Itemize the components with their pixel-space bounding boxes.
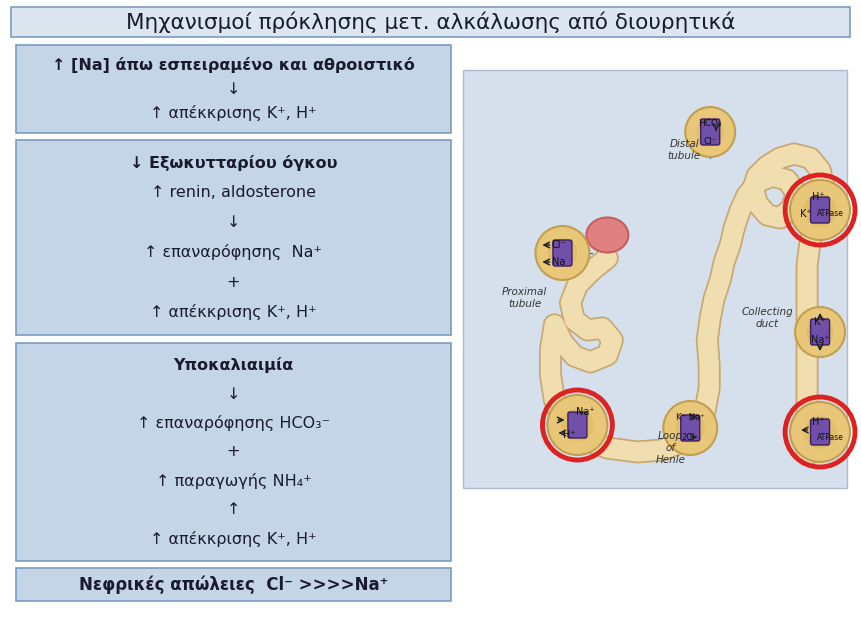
Text: ↑ απέκκρισης K⁺, H⁺: ↑ απέκκρισης K⁺, H⁺ — [150, 530, 317, 547]
Text: H⁺: H⁺ — [812, 192, 824, 202]
Text: +: + — [226, 444, 240, 460]
FancyBboxPatch shape — [701, 119, 720, 145]
Text: ATPase: ATPase — [816, 433, 844, 442]
Text: Υποκαλιαιμία: Υποκαλιαιμία — [173, 358, 294, 374]
Text: ↓: ↓ — [226, 387, 240, 402]
Text: ↑ απέκκρισης K⁺, H⁺: ↑ απέκκρισης K⁺, H⁺ — [150, 105, 317, 121]
Text: ↑ απέκκρισης K⁺, H⁺: ↑ απέκκρισης K⁺, H⁺ — [150, 304, 317, 320]
Ellipse shape — [586, 217, 629, 253]
Text: K⁺: K⁺ — [815, 317, 826, 327]
Circle shape — [548, 238, 577, 268]
FancyBboxPatch shape — [16, 343, 450, 561]
Circle shape — [548, 395, 607, 455]
Text: Na: Na — [552, 257, 565, 267]
Text: HCO₃: HCO₃ — [698, 118, 722, 127]
Text: 2Cl⁻: 2Cl⁻ — [681, 433, 699, 442]
Circle shape — [795, 307, 845, 357]
Text: ↑ επαναρόφησης HCO₃⁻: ↑ επαναρόφησης HCO₃⁻ — [137, 415, 330, 431]
Text: ↑ επαναρόφησης  Na⁺: ↑ επαναρόφησης Na⁺ — [145, 244, 322, 260]
Text: ATPase: ATPase — [816, 210, 844, 219]
Text: Na⁺: Na⁺ — [576, 407, 595, 417]
Text: Μηχανισμοί πρόκλησης μετ. αλκάλωσης από διουρητικά: Μηχανισμοί πρόκλησης μετ. αλκάλωσης από … — [126, 11, 735, 33]
Text: ↑ [Na] άπω εσπειραμένο και αθροιστικό: ↑ [Na] άπω εσπειραμένο και αθροιστικό — [52, 57, 415, 73]
FancyBboxPatch shape — [16, 140, 450, 335]
FancyBboxPatch shape — [16, 568, 450, 601]
Circle shape — [790, 180, 850, 240]
Circle shape — [790, 402, 850, 462]
Circle shape — [536, 226, 590, 280]
Circle shape — [561, 408, 594, 442]
Text: K⁺ Na⁺: K⁺ Na⁺ — [676, 413, 704, 422]
Text: H⁺: H⁺ — [563, 430, 576, 440]
Text: Distal
tubule: Distal tubule — [667, 139, 701, 161]
Text: Collecting
duct: Collecting duct — [741, 307, 793, 329]
FancyBboxPatch shape — [810, 419, 829, 445]
Text: ↓ Εξωκυτταρίου όγκου: ↓ Εξωκυτταρίου όγκου — [130, 155, 338, 171]
FancyBboxPatch shape — [568, 412, 587, 438]
Text: ↓: ↓ — [226, 215, 240, 230]
Text: Na⁺: Na⁺ — [811, 335, 829, 345]
Circle shape — [685, 107, 735, 157]
FancyBboxPatch shape — [810, 197, 829, 223]
FancyBboxPatch shape — [681, 415, 700, 441]
Text: Loop
of
Henle: Loop of Henle — [655, 431, 685, 465]
Circle shape — [663, 401, 717, 455]
Text: ↓: ↓ — [226, 82, 240, 96]
Circle shape — [697, 118, 724, 146]
Text: H⁺: H⁺ — [812, 417, 824, 427]
Text: ↑: ↑ — [226, 502, 240, 517]
Text: Cl⁻: Cl⁻ — [551, 240, 566, 250]
FancyBboxPatch shape — [810, 319, 829, 345]
Text: +: + — [226, 275, 240, 290]
Text: Proximal
tubule: Proximal tubule — [502, 287, 547, 309]
Text: ↑ παραγωγής NH₄⁺: ↑ παραγωγής NH₄⁺ — [156, 473, 312, 489]
FancyBboxPatch shape — [553, 240, 572, 266]
Text: Cl⁻: Cl⁻ — [703, 136, 717, 145]
Circle shape — [675, 413, 705, 443]
FancyBboxPatch shape — [16, 45, 450, 133]
FancyBboxPatch shape — [462, 70, 847, 488]
Circle shape — [803, 415, 837, 449]
FancyBboxPatch shape — [11, 7, 850, 37]
Circle shape — [807, 318, 833, 346]
Circle shape — [803, 194, 837, 226]
Text: ↑ renin, aldosterone: ↑ renin, aldosterone — [151, 185, 316, 200]
Text: K⁺: K⁺ — [800, 209, 812, 219]
Text: Νεφρικές απώλειες  Cl⁻ >>>>Na⁺: Νεφρικές απώλειες Cl⁻ >>>>Na⁺ — [78, 575, 388, 593]
